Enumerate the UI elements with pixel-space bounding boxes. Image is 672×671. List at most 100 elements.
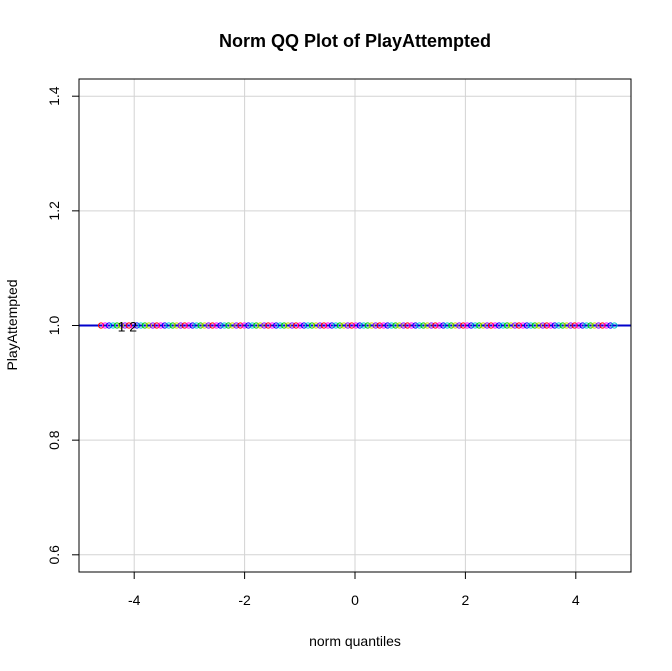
qq-point (535, 322, 542, 329)
qq-point (476, 322, 483, 329)
qq-point (583, 322, 590, 329)
qq-point (384, 322, 391, 329)
points-group (97, 322, 618, 329)
qq-point (380, 322, 387, 329)
qq-point (233, 322, 240, 329)
qq-point (269, 322, 276, 329)
qq-point (113, 322, 121, 329)
qq-point (539, 322, 546, 329)
qq-point (603, 322, 610, 329)
qq-point (436, 322, 443, 329)
qq-point (161, 322, 168, 329)
qq-point (141, 322, 148, 329)
qq-point (336, 322, 343, 329)
qq-point (352, 322, 359, 329)
qq-point (149, 322, 156, 329)
qq-point (424, 322, 431, 329)
point-annotation: 1 2 (118, 319, 138, 335)
qq-point (173, 322, 180, 329)
qq-point (480, 322, 487, 329)
qq-point (177, 322, 184, 329)
qq-point (197, 322, 204, 329)
qq-point (571, 322, 578, 329)
qq-point (440, 322, 447, 329)
x-axis: -4 -2 0 2 4 (128, 572, 580, 608)
qq-point (420, 322, 427, 329)
qq-point (201, 322, 208, 329)
qq-point (503, 322, 511, 329)
qq-point (277, 322, 284, 329)
qq-point (531, 322, 538, 329)
qq-point (245, 322, 252, 329)
qq-point (527, 322, 534, 329)
qq-point (472, 322, 479, 329)
qq-point (344, 322, 351, 329)
qq-point (563, 322, 570, 329)
qq-point (288, 322, 296, 329)
qq-point (145, 322, 152, 329)
qq-point (396, 322, 403, 329)
annotation-group: 1 2 (118, 319, 138, 335)
qq-point (296, 322, 304, 329)
qq-point (595, 322, 602, 329)
qq-point (105, 322, 113, 329)
qq-point (312, 322, 320, 329)
qq-point (213, 322, 220, 329)
qq-point (464, 322, 471, 329)
qq-point (340, 322, 347, 329)
qq-point (567, 322, 574, 329)
qq-point (181, 322, 188, 329)
qq-point (209, 322, 216, 329)
qq-point (253, 322, 260, 329)
qq-point (400, 322, 407, 329)
qq-point (356, 322, 363, 329)
qq-point (599, 322, 606, 329)
qq-point (225, 322, 232, 329)
qq-point (511, 322, 519, 329)
qq-point (456, 322, 463, 329)
qq-point (579, 322, 586, 329)
qq-point (587, 322, 594, 329)
qq-point (97, 322, 105, 329)
qq-point (125, 322, 133, 329)
qq-point (129, 322, 137, 329)
qq-point (320, 322, 328, 329)
qq-point (300, 322, 308, 329)
y-tick-label: 1.0 (46, 316, 62, 336)
y-tick-label: 1.2 (46, 201, 62, 221)
qq-point (368, 322, 375, 329)
qq-point (285, 322, 292, 329)
qq-point (348, 322, 355, 329)
y-tick-label: 0.8 (46, 430, 62, 450)
qq-point (364, 322, 371, 329)
qq-point (591, 322, 598, 329)
qq-point (165, 322, 172, 329)
qq-point (265, 322, 272, 329)
y-axis-label: PlayAttempted (4, 279, 20, 370)
qq-point (483, 322, 491, 329)
qq-point (495, 322, 503, 329)
qq-point (551, 322, 558, 329)
y-tick-label: 0.6 (46, 545, 62, 565)
qq-point (559, 322, 566, 329)
qq-point (316, 322, 324, 329)
qq-point (547, 322, 554, 329)
qq-point (153, 322, 160, 329)
y-axis: 0.6 0.8 1.0 1.2 1.4 (46, 86, 79, 565)
qq-point (444, 322, 451, 329)
qq-point (432, 322, 439, 329)
qq-point (611, 322, 618, 329)
qq-point (189, 322, 196, 329)
qq-point (257, 322, 264, 329)
qq-point (217, 322, 224, 329)
qq-point (416, 322, 423, 329)
qq-point (460, 322, 467, 329)
qq-point (360, 322, 367, 329)
qq-point (101, 322, 109, 329)
qq-point (428, 322, 435, 329)
qq-point (404, 322, 411, 329)
qq-point (487, 322, 495, 329)
qq-point (499, 322, 507, 329)
qq-point (205, 322, 212, 329)
qq-point (221, 322, 228, 329)
